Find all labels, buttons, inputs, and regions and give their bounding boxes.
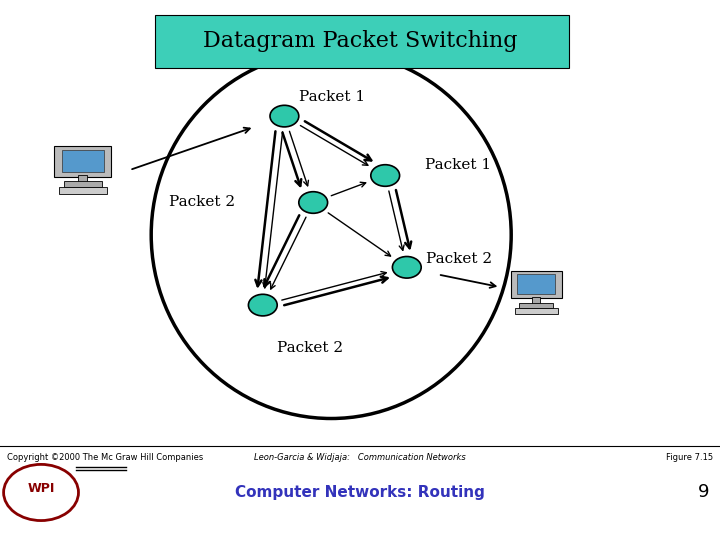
FancyBboxPatch shape	[78, 175, 87, 183]
Text: Packet 1: Packet 1	[299, 90, 365, 104]
Text: Figure 7.15: Figure 7.15	[666, 453, 713, 462]
FancyBboxPatch shape	[518, 274, 555, 294]
FancyBboxPatch shape	[510, 271, 562, 298]
FancyBboxPatch shape	[533, 297, 540, 303]
Text: Packet 1: Packet 1	[425, 158, 491, 172]
FancyBboxPatch shape	[62, 150, 104, 172]
Text: Packet 2: Packet 2	[276, 341, 343, 355]
Text: 9: 9	[698, 483, 709, 502]
FancyBboxPatch shape	[59, 187, 107, 194]
Text: Leon-Garcia & Widjaja:   Communication Networks: Leon-Garcia & Widjaja: Communication Net…	[254, 453, 466, 462]
FancyBboxPatch shape	[515, 308, 558, 314]
FancyBboxPatch shape	[155, 15, 569, 68]
Text: Datagram Packet Switching: Datagram Packet Switching	[203, 30, 517, 52]
Circle shape	[392, 256, 421, 278]
Text: Copyright ©2000 The Mc Graw Hill Companies: Copyright ©2000 The Mc Graw Hill Compani…	[7, 453, 204, 462]
Text: Packet 2: Packet 2	[426, 252, 492, 266]
Circle shape	[299, 192, 328, 213]
Circle shape	[270, 105, 299, 127]
Text: Computer Networks: Routing: Computer Networks: Routing	[235, 485, 485, 500]
Circle shape	[371, 165, 400, 186]
Text: WPI: WPI	[27, 482, 55, 495]
Text: Packet 2: Packet 2	[169, 195, 235, 210]
Circle shape	[248, 294, 277, 316]
FancyBboxPatch shape	[520, 302, 554, 307]
FancyBboxPatch shape	[55, 146, 112, 177]
Circle shape	[4, 464, 78, 521]
FancyBboxPatch shape	[64, 181, 102, 187]
